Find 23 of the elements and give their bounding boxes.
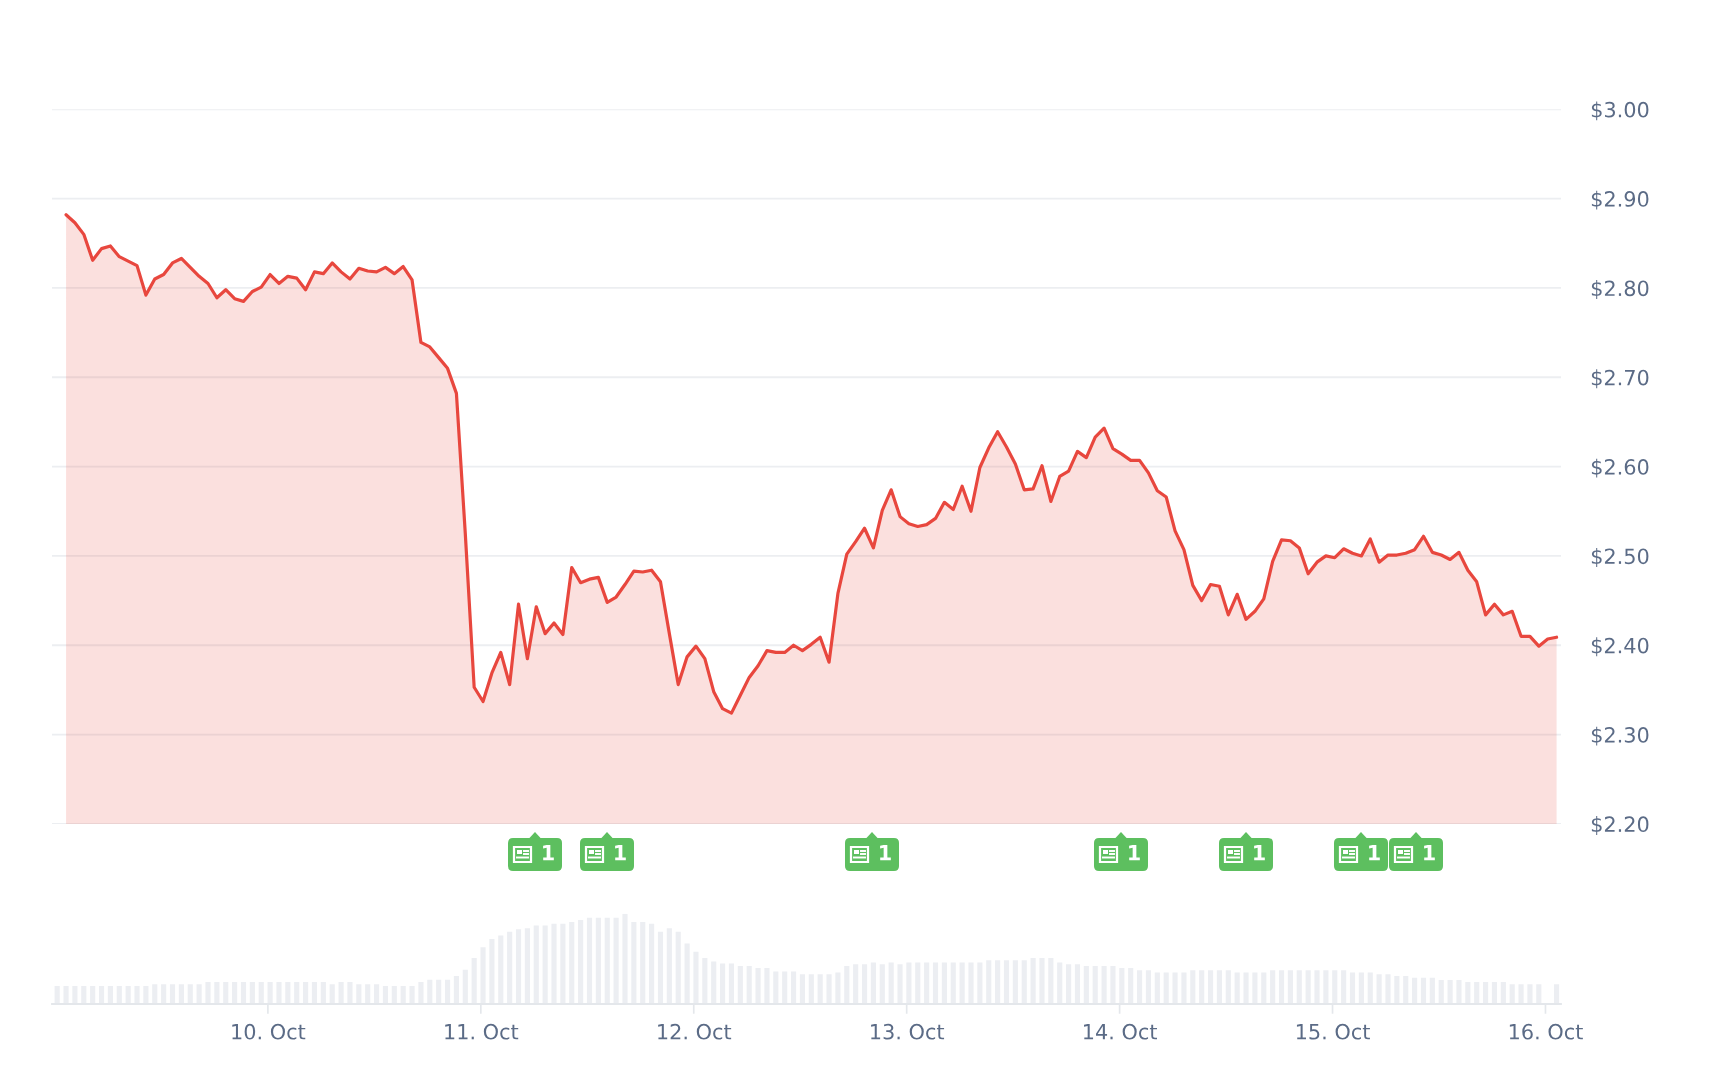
- y-tick-label: $2.20: [1591, 815, 1649, 835]
- y-tick-label: $2.60: [1591, 458, 1649, 478]
- text: 1: [1424, 845, 1435, 861]
- x-tick-label: 13. Oct: [871, 1023, 945, 1040]
- x-tick-label: 10. Oct: [232, 1023, 306, 1040]
- y-tick-label: $2.70: [1591, 369, 1649, 389]
- y-tick-label: $2.50: [1591, 548, 1649, 567]
- text: 1: [615, 845, 626, 861]
- text: 1: [1369, 845, 1380, 861]
- y-tick-label: $2.30: [1591, 726, 1649, 746]
- text: 1: [880, 845, 891, 861]
- y-tick-label: $2.40: [1591, 637, 1649, 657]
- y-tick-label: $2.80: [1591, 280, 1649, 299]
- y-tick-label: $2.90: [1591, 190, 1649, 210]
- text: 1: [1129, 845, 1140, 861]
- x-tick-label: 16. Oct: [1509, 1023, 1583, 1040]
- y-tick-label: $3.00: [1591, 101, 1649, 121]
- x-tick-label: 14. Oct: [1084, 1023, 1157, 1040]
- x-tick-label: 12. Oct: [658, 1023, 732, 1040]
- x-tick-label: 15. Oct: [1296, 1023, 1370, 1040]
- text: 1: [543, 845, 554, 861]
- x-tick-label: 11. Oct: [445, 1023, 519, 1040]
- text: 1: [1254, 845, 1265, 861]
